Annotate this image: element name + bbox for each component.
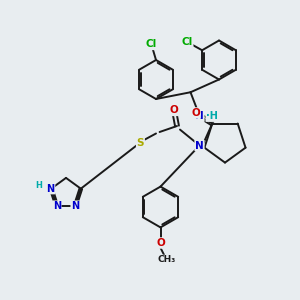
Text: ·H: ·H <box>206 111 218 121</box>
Text: N: N <box>71 201 79 211</box>
Text: S: S <box>136 137 144 148</box>
Text: H: H <box>35 181 42 190</box>
Text: N: N <box>195 140 204 151</box>
Text: CH₃: CH₃ <box>158 255 176 264</box>
Text: O: O <box>169 105 178 116</box>
Text: O: O <box>156 238 165 248</box>
Text: N: N <box>46 184 55 194</box>
Text: N: N <box>195 111 204 121</box>
Text: N: N <box>53 201 61 211</box>
Text: Cl: Cl <box>146 39 157 50</box>
Text: Cl: Cl <box>182 37 193 47</box>
Text: O: O <box>191 108 200 118</box>
